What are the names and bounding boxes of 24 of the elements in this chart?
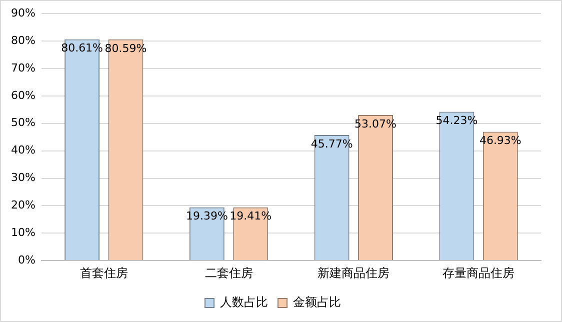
legend-label: 人数占比 [220,295,268,310]
data-label: 19.41% [230,210,272,223]
y-tick-label: 70% [10,61,36,74]
x-tick-label: 首套住房 [80,266,128,280]
data-label: 53.07% [354,117,396,130]
y-tick-label: 10% [10,226,36,240]
data-label: 80.61% [61,42,104,55]
y-tick-label: 90% [10,6,36,20]
y-tick-label: 0% [18,253,36,266]
y-tick-label: 80% [10,34,36,47]
y-tick-label: 50% [10,116,36,130]
data-label: 80.59% [104,42,147,55]
data-label: 19.39% [186,210,228,223]
legend-label: 金额占比 [293,295,341,310]
y-tick-label: 40% [10,144,36,157]
data-label: 46.93% [479,134,522,148]
x-tick-label: 二套住房 [204,266,253,280]
x-tick-label: 新建商品住房 [318,266,390,280]
data-label: 54.23% [436,114,478,128]
x-tick-label: 存量商品住房 [442,266,515,280]
y-tick-label: 20% [10,198,36,212]
data-label: 45.77% [310,137,353,150]
y-tick-label: 60% [10,88,36,102]
y-tick-label: 30% [10,171,36,184]
